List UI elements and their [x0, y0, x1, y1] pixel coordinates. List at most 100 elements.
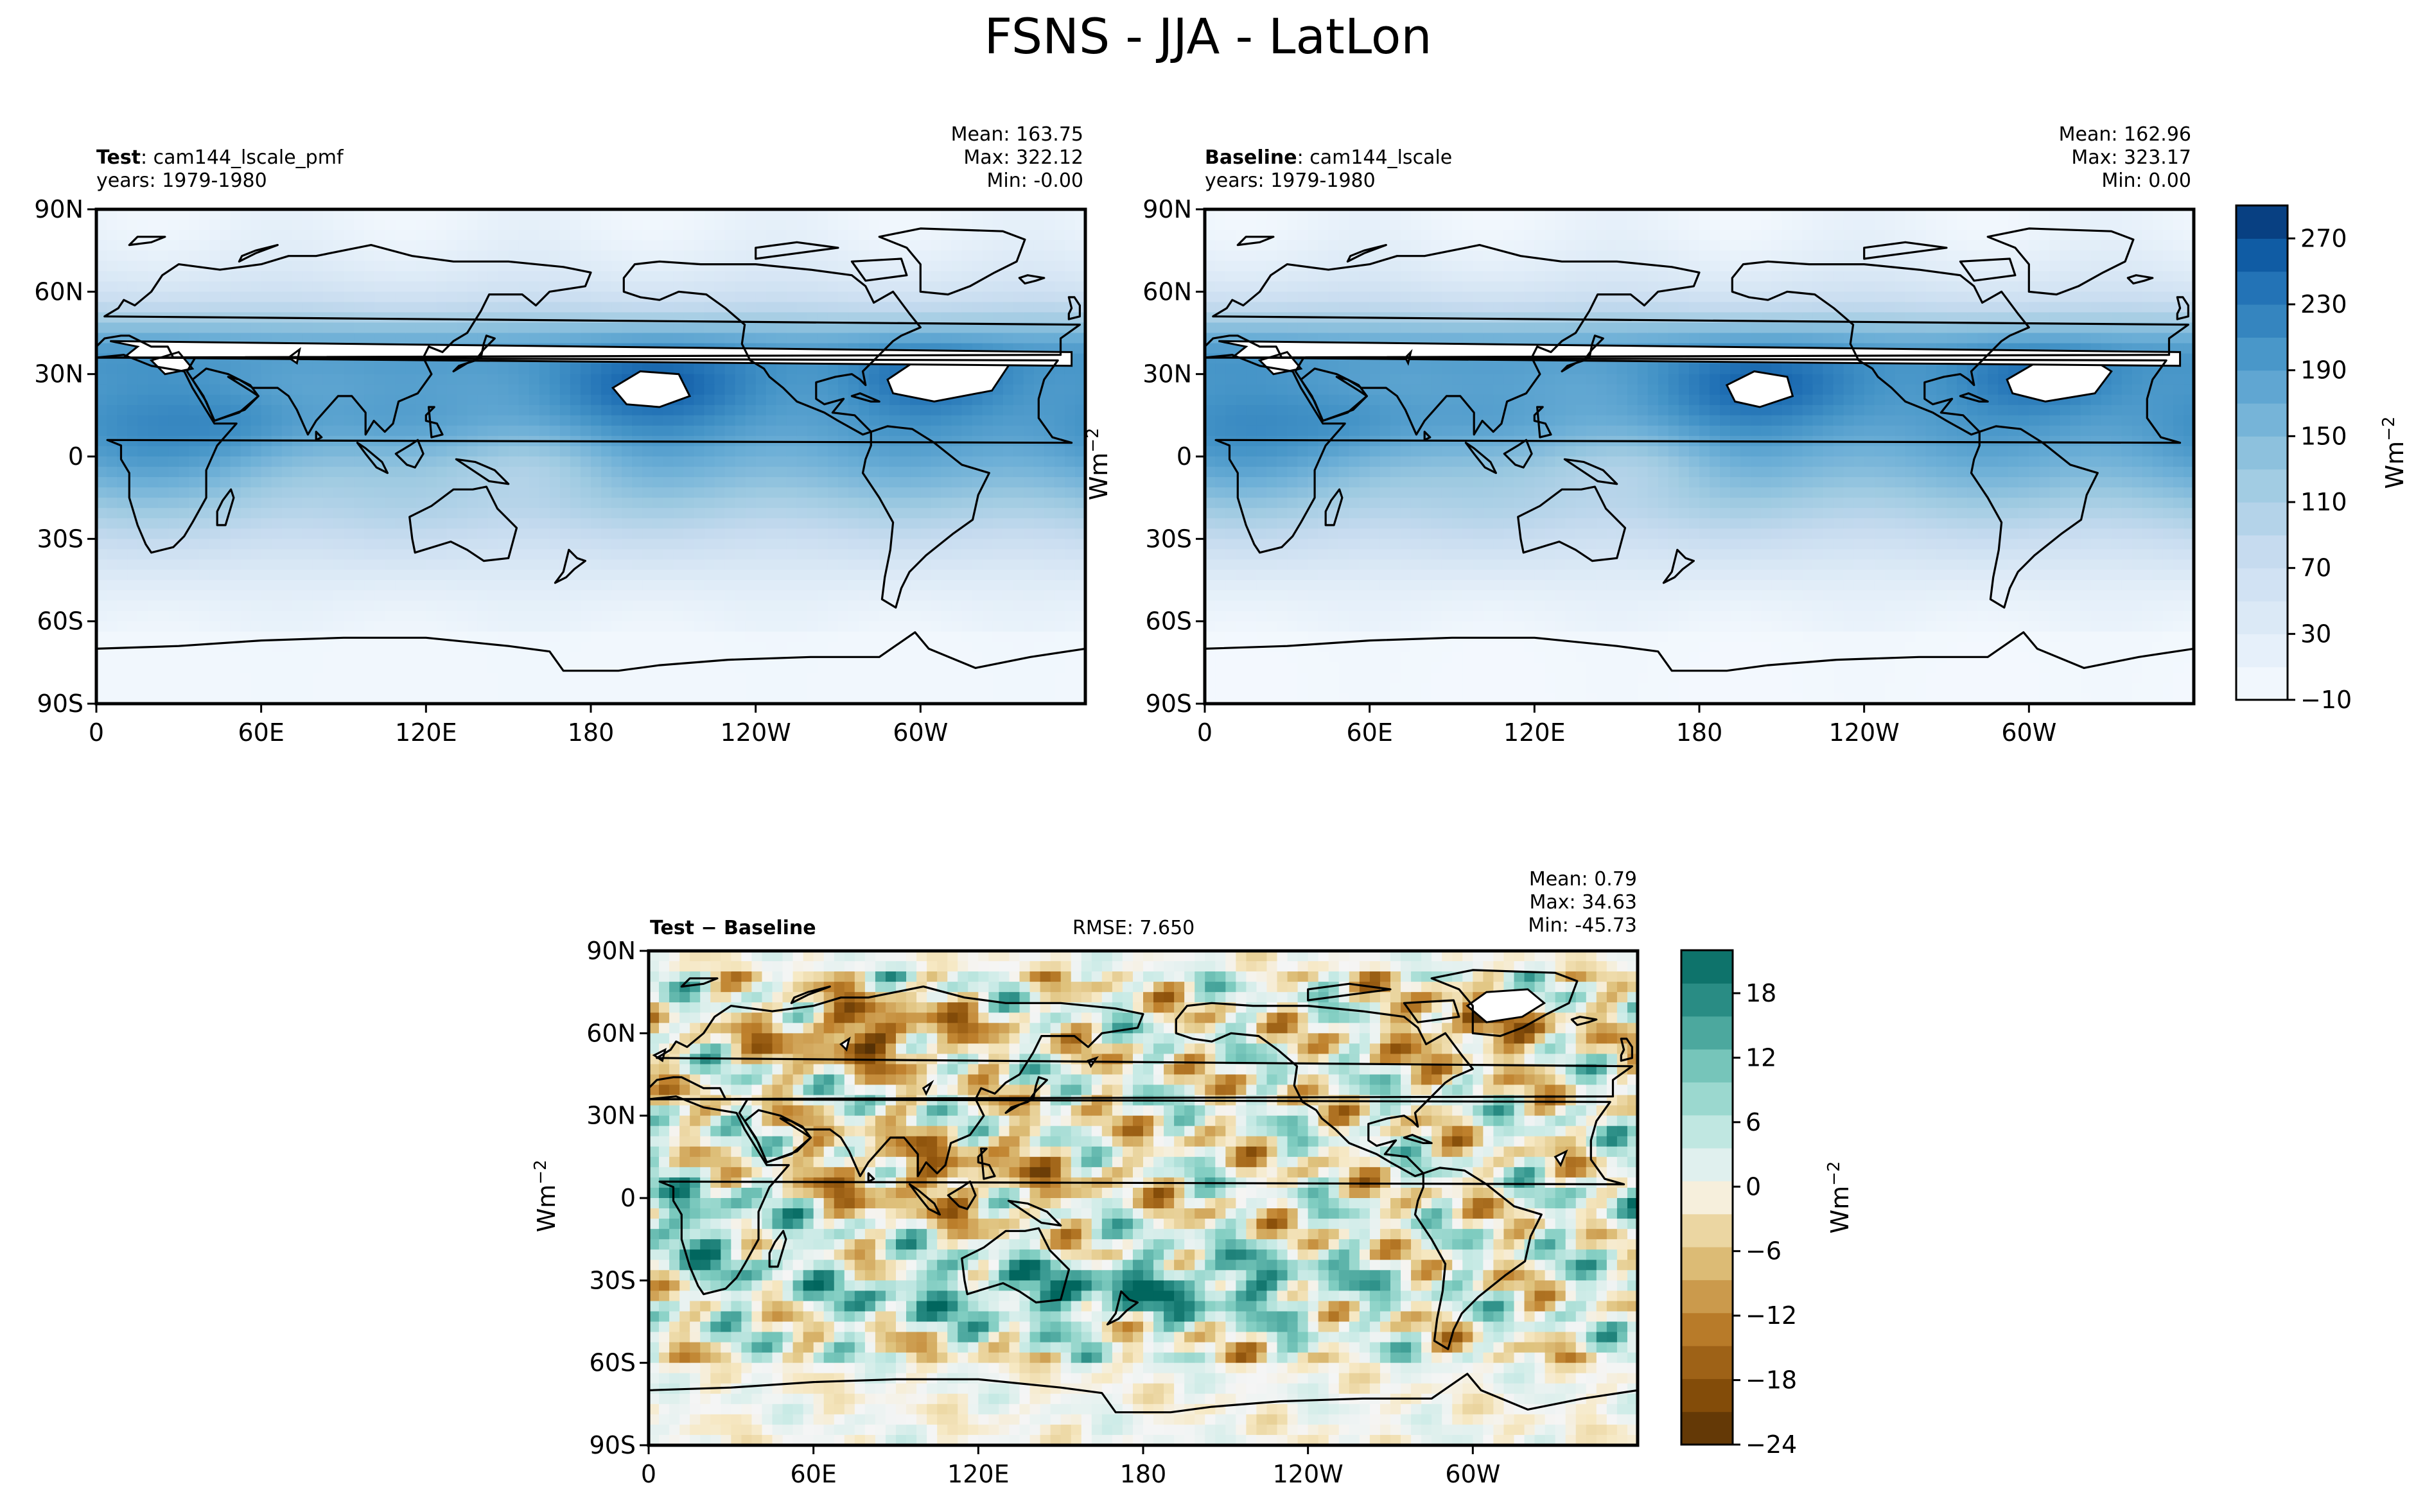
diff-min: Min: -45.73: [1528, 914, 1637, 937]
colorbar-label-text: Wm: [1826, 1186, 1854, 1234]
colorbar-tick-label: 12: [1746, 1043, 1776, 1072]
x-tick-label: 0: [1197, 718, 1212, 747]
colorbar-level: [1681, 1280, 1733, 1314]
coastline: [790, 986, 831, 1004]
baseline-min: Min: 0.00: [2101, 169, 2191, 192]
x-tick-label: 120W: [1273, 1460, 1344, 1488]
coastline: [1464, 442, 1497, 474]
axes: 0 60E 120E 180 120W 60W 90N 60N 30N 0 30S 60S 90S: [586, 937, 1500, 1488]
colorbar-label-sup: −2: [1825, 1161, 1844, 1186]
colorbar-label-sup: −2: [2379, 417, 2399, 441]
coastline: [128, 236, 166, 247]
colorbar-frame: [1680, 949, 1734, 1446]
y-tick-label: 90N: [586, 937, 636, 965]
coastline: [356, 442, 389, 474]
coastline: [1662, 548, 1695, 584]
missing-data-region: [1466, 988, 1546, 1023]
diff-ylabel-sup: −2: [531, 1160, 551, 1185]
y-tick-label: 30S: [1146, 525, 1192, 553]
colorbar-level: [2236, 205, 2288, 239]
diff-mean: Mean: 0.79: [1528, 868, 1637, 891]
coastline: [867, 1172, 875, 1183]
colorbar-level: [1681, 1346, 1733, 1379]
colorbar-tick-label: 30: [2300, 620, 2331, 648]
y-tick-label: 90S: [37, 690, 83, 718]
y-tick-label: 60N: [586, 1019, 636, 1047]
coastline: [744, 1109, 812, 1163]
map-overlay: [649, 969, 1638, 1445]
test-years: years: 1979-1980: [96, 169, 267, 192]
coastline: [1300, 367, 1368, 422]
coastline: [455, 458, 510, 485]
coastline: [408, 485, 518, 562]
colorbar-level: [2236, 337, 2288, 371]
colorbar-level: [2236, 304, 2288, 338]
x-tick-label: 60W: [893, 718, 948, 747]
baseline-label-rest: : cam144_lscale: [1297, 146, 1453, 169]
colorbar-label: Wm−2: [2379, 417, 2409, 489]
colorbar-level: [2236, 436, 2288, 470]
coastline: [1970, 425, 2099, 609]
coastline: [961, 1227, 1071, 1304]
colorbar-level: [1681, 950, 1733, 984]
coastline: [878, 227, 1026, 296]
missing-data-region: [839, 1036, 851, 1052]
colorbar-level: [1681, 1411, 1733, 1445]
colorbar-level: [1681, 983, 1733, 1017]
map-field: [96, 209, 1086, 704]
missing-data-region: [922, 1079, 934, 1096]
colorbar-tick-label: 70: [2300, 554, 2331, 582]
baseline-mean: Mean: 162.96: [2058, 123, 2191, 146]
coastline: [1563, 458, 1618, 485]
coastline: [2126, 274, 2154, 285]
coastline: [1959, 257, 2017, 282]
y-tick-label: 60S: [1146, 607, 1192, 636]
coastline: [1620, 1038, 1633, 1062]
y-tick-label: 0: [68, 442, 83, 471]
colorbar-level: [1681, 1312, 1733, 1346]
colorbar-level: [2236, 370, 2288, 404]
coastline: [622, 260, 922, 436]
y-tick-label: 60N: [34, 277, 83, 306]
coastline: [977, 1147, 996, 1180]
y-tick-label: 30S: [37, 525, 83, 553]
coastline: [908, 1183, 941, 1216]
baseline-label-bold: Baseline: [1205, 146, 1297, 169]
colorbar-tick-label: 190: [2300, 356, 2347, 385]
test-mean: Mean: 163.75: [950, 123, 1083, 146]
top-ylabel-text: Wm: [1084, 452, 1113, 501]
diff-max: Max: 34.63: [1529, 891, 1637, 914]
colorbar-level: [2236, 238, 2288, 272]
x-tick-label: 60E: [238, 718, 284, 747]
diff-stats: Mean: 0.79 Max: 34.63 Min: -45.73: [1528, 868, 1637, 937]
colorbar-level: [2236, 535, 2288, 569]
missing-data-region: [1725, 370, 1794, 408]
coastline: [554, 548, 586, 584]
colorbar-level: [1681, 1181, 1733, 1215]
diff-rmse: RMSE: 7.650: [1072, 917, 1195, 939]
coastline: [1561, 335, 1604, 372]
y-tick-label: 60N: [1142, 277, 1192, 306]
figure-title: FSNS - JJA - LatLon: [984, 8, 1432, 65]
coastline: [680, 977, 719, 988]
top-ylabel-sup: −2: [1083, 428, 1103, 453]
map-field: [1205, 209, 2194, 704]
baseline-map-panel: 0 60E 120E 180 120W 60W 90N 60N 30N 0 30S 60S 90S: [1142, 195, 2196, 747]
coastline: [1106, 1290, 1139, 1326]
diff-label-bold: Test − Baseline: [650, 917, 816, 939]
coastline: [425, 406, 444, 439]
diff-colorbar: −24 −18 −12 −6 0 6 12 18 Wm−2: [1680, 949, 1854, 1459]
test-min: Min: -0.00: [986, 169, 1084, 192]
colorbar-tick-label: 270: [2300, 224, 2347, 252]
coastline: [1018, 274, 1046, 285]
test-map-panel: 0 60E 120E 180 120W 60W 90N 60N 30N 0 30S 60S 90S: [34, 195, 1087, 747]
coastline: [1533, 406, 1552, 439]
coastline: [1346, 244, 1387, 263]
coastline: [850, 392, 880, 403]
colorbar-frame: [2235, 204, 2289, 701]
colorbar-level: [2236, 502, 2288, 535]
colorbar-label: Wm−2: [1825, 1161, 1854, 1234]
colorbar-tick-label: 230: [2300, 290, 2347, 318]
colorbar-tick-label: 0: [1746, 1172, 1761, 1201]
colorbar-tick-label: −10: [2300, 686, 2352, 714]
